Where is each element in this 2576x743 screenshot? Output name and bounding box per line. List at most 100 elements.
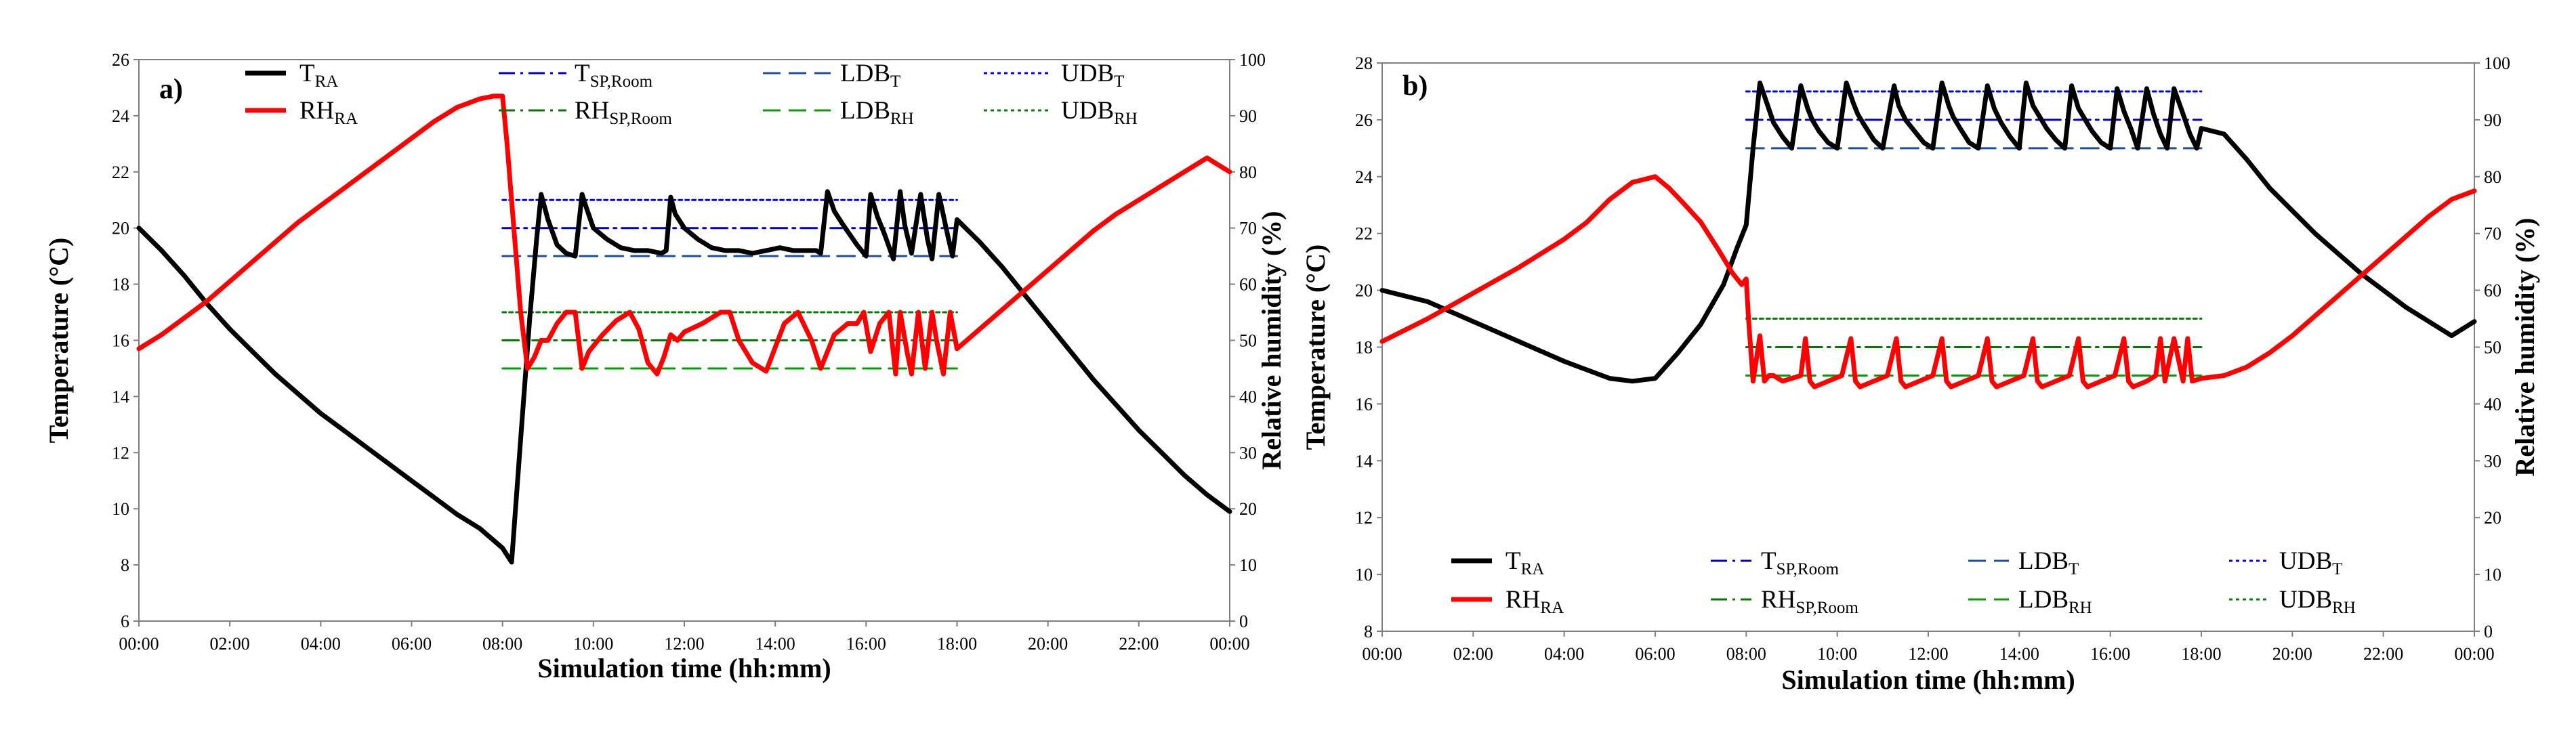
y-right-tick-label: 60 bbox=[1239, 275, 1257, 295]
y-left-tick-label: 10 bbox=[112, 499, 129, 519]
legend-label-udb-rh: UDBRH bbox=[1061, 97, 1138, 128]
y-right-tick-label: 20 bbox=[2484, 508, 2501, 528]
x-tick-label: 00:00 bbox=[1209, 634, 1249, 654]
y-left-tick-label: 14 bbox=[1355, 451, 1373, 471]
y-left-tick-label: 6 bbox=[121, 612, 129, 631]
y-left-tick-label: 20 bbox=[112, 219, 129, 238]
legend-label-ldb-rh: LDBRH bbox=[840, 97, 914, 128]
legend-label-rh-sp: RHSP,Room bbox=[575, 97, 672, 128]
y-left-tick-label: 18 bbox=[112, 275, 129, 295]
y-left-tick-label: 8 bbox=[1364, 622, 1373, 641]
legend-label-t-ra: TRA bbox=[299, 60, 338, 91]
x-tick-label: 18:00 bbox=[937, 634, 977, 654]
x-tick-label: 08:00 bbox=[1726, 644, 1766, 664]
y-left-tick-label: 22 bbox=[112, 163, 129, 182]
y-right-tick-label: 100 bbox=[1239, 50, 1266, 70]
series-line-rh-ra bbox=[1379, 174, 2477, 389]
legend-label-udb-rh: UDBRH bbox=[2279, 586, 2356, 617]
y-left-tick-label: 16 bbox=[1355, 394, 1373, 414]
x-tick-label: 04:00 bbox=[301, 634, 341, 654]
y-left-tick-label: 22 bbox=[1355, 224, 1373, 244]
y-right-tick-label: 50 bbox=[1239, 331, 1257, 351]
y-left-tick-label: 16 bbox=[112, 331, 129, 351]
y-right-tick-label: 80 bbox=[2484, 167, 2501, 187]
y-left-tick-label: 12 bbox=[1355, 508, 1373, 528]
y-right-axis-title: Relative humidity (%) bbox=[2510, 217, 2540, 476]
y-right-tick-label: 70 bbox=[1239, 219, 1257, 238]
y-right-tick-label: 50 bbox=[2484, 338, 2501, 358]
x-tick-label: 22:00 bbox=[1119, 634, 1159, 654]
y-left-tick-label: 24 bbox=[112, 106, 129, 126]
x-tick-label: 22:00 bbox=[2363, 644, 2403, 664]
y-right-tick-label: 90 bbox=[1239, 106, 1257, 126]
y-right-tick-label: 70 bbox=[2484, 224, 2501, 244]
legend-label-rh-ra: RHRA bbox=[299, 97, 358, 128]
y-right-tick-label: 10 bbox=[1239, 555, 1257, 575]
x-tick-label: 16:00 bbox=[2090, 644, 2130, 664]
y-left-tick-label: 24 bbox=[1355, 167, 1373, 187]
x-tick-label: 00:00 bbox=[2454, 644, 2494, 664]
y-left-tick-label: 26 bbox=[1355, 110, 1373, 130]
x-axis-title: Simulation time (hh:mm) bbox=[537, 653, 831, 683]
panel-label: b) bbox=[1403, 70, 1428, 102]
y-left-tick-label: 8 bbox=[121, 555, 129, 575]
y-right-tick-label: 90 bbox=[2484, 110, 2501, 130]
chart-panel-a: 00:00 02:00 04:00 06:00 08:00 10:00 12:00 14:00… bbox=[43, 50, 1287, 683]
y-left-axis-title: Temperature (°C) bbox=[1300, 245, 1331, 450]
x-tick-label: 18:00 bbox=[2181, 644, 2221, 664]
x-tick-label: 12:00 bbox=[1908, 644, 1948, 664]
x-tick-label: 06:00 bbox=[392, 634, 432, 654]
x-tick-label: 14:00 bbox=[1999, 644, 2039, 664]
y-right-tick-label: 80 bbox=[1239, 163, 1257, 182]
y-right-tick-label: 40 bbox=[1239, 387, 1257, 406]
y-left-axis-title: Temperature (°C) bbox=[43, 238, 74, 444]
x-tick-label: 10:00 bbox=[573, 634, 613, 654]
x-tick-label: 00:00 bbox=[119, 634, 159, 654]
chart-panel-b: 00:00 02:00 04:00 06:00 08:00 10:00 12:00 14:00… bbox=[1300, 54, 2540, 695]
legend-label-t-ra: TRA bbox=[1505, 547, 1544, 578]
legend-label-ldb-t: LDBT bbox=[2018, 547, 2079, 578]
legend-label-t-sp: TSP,Room bbox=[575, 60, 653, 91]
panel-label: a) bbox=[159, 74, 183, 105]
y-left-tick-label: 12 bbox=[112, 443, 129, 463]
legend-label-rh-sp: RHSP,Room bbox=[1761, 586, 1858, 617]
x-tick-label: 12:00 bbox=[664, 634, 704, 654]
series-line-t-ra bbox=[136, 189, 1232, 565]
x-tick-label: 14:00 bbox=[755, 634, 795, 654]
y-right-tick-label: 60 bbox=[2484, 281, 2501, 301]
x-tick-label: 04:00 bbox=[1544, 644, 1584, 664]
legend-label-t-sp: TSP,Room bbox=[1761, 547, 1840, 578]
y-right-tick-label: 0 bbox=[2484, 622, 2493, 641]
y-left-tick-label: 28 bbox=[1355, 54, 1373, 73]
legend-label-udb-t: UDBT bbox=[1061, 60, 1124, 91]
x-tick-label: 20:00 bbox=[2272, 644, 2312, 664]
x-tick-label: 06:00 bbox=[1635, 644, 1675, 664]
x-tick-label: 00:00 bbox=[1362, 644, 1402, 664]
y-right-axis-title: Relative humidity (%) bbox=[1256, 211, 1287, 469]
y-left-tick-label: 10 bbox=[1355, 565, 1373, 585]
series-line-rh-ra bbox=[136, 93, 1232, 377]
x-tick-label: 10:00 bbox=[1817, 644, 1857, 664]
y-right-tick-label: 40 bbox=[2484, 394, 2501, 414]
y-right-tick-label: 30 bbox=[2484, 451, 2501, 471]
legend-label-ldb-rh: LDBRH bbox=[2018, 586, 2092, 617]
y-right-tick-label: 20 bbox=[1239, 499, 1257, 519]
y-left-tick-label: 20 bbox=[1355, 281, 1373, 301]
x-axis-title: Simulation time (hh:mm) bbox=[1781, 664, 2075, 695]
legend-label-rh-ra: RHRA bbox=[1505, 586, 1564, 617]
x-tick-label: 08:00 bbox=[482, 634, 522, 654]
x-tick-label: 02:00 bbox=[1453, 644, 1493, 664]
y-right-tick-label: 30 bbox=[1239, 443, 1257, 463]
series-line-t-ra bbox=[1379, 80, 2477, 384]
y-right-tick-label: 0 bbox=[1239, 612, 1248, 631]
y-left-tick-label: 14 bbox=[112, 387, 129, 406]
legend-label-ldb-t: LDBT bbox=[840, 60, 900, 91]
y-right-tick-label: 10 bbox=[2484, 565, 2501, 585]
y-right-tick-label: 100 bbox=[2484, 54, 2510, 73]
legend-label-udb-t: UDBT bbox=[2279, 547, 2342, 578]
x-tick-label: 02:00 bbox=[210, 634, 250, 654]
x-tick-label: 20:00 bbox=[1028, 634, 1068, 654]
x-tick-label: 16:00 bbox=[846, 634, 886, 654]
y-left-tick-label: 18 bbox=[1355, 338, 1373, 358]
